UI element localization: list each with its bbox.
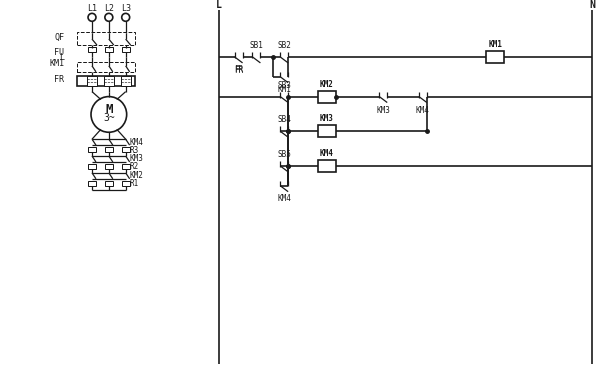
Text: KM4: KM4 — [416, 106, 430, 115]
Text: SB1: SB1 — [249, 41, 264, 50]
Text: KM3: KM3 — [320, 114, 334, 124]
Text: QF: QF — [54, 33, 64, 42]
Text: R2: R2 — [130, 163, 139, 171]
Text: KM3: KM3 — [130, 154, 143, 164]
Text: M: M — [105, 103, 113, 116]
Text: KM1: KM1 — [488, 40, 502, 49]
Bar — [122, 181, 130, 186]
Bar — [318, 160, 336, 172]
Text: L: L — [59, 54, 64, 62]
Text: SB2: SB2 — [278, 41, 291, 50]
Bar — [105, 181, 113, 186]
Bar — [486, 51, 504, 63]
Bar — [105, 47, 113, 52]
Circle shape — [88, 13, 96, 21]
Text: KM3: KM3 — [376, 106, 390, 115]
Bar — [77, 76, 135, 86]
Text: KM1: KM1 — [49, 60, 64, 68]
Bar — [122, 164, 130, 169]
Bar — [318, 125, 336, 137]
Text: L3: L3 — [121, 4, 131, 13]
Text: SB4: SB4 — [278, 115, 291, 124]
Text: N: N — [589, 0, 595, 10]
Bar — [122, 47, 130, 52]
Text: KM4: KM4 — [278, 194, 291, 203]
Bar — [105, 147, 113, 152]
Bar — [104, 76, 114, 86]
Text: KM4: KM4 — [130, 138, 143, 147]
Text: SB5: SB5 — [278, 150, 291, 159]
Text: FR: FR — [54, 75, 64, 84]
Text: FU: FU — [54, 48, 64, 57]
Text: R1: R1 — [130, 179, 139, 188]
Text: L: L — [216, 0, 222, 10]
Bar — [105, 164, 113, 169]
Text: FR: FR — [234, 66, 243, 75]
Bar — [88, 47, 96, 52]
Bar — [87, 76, 97, 86]
Circle shape — [91, 97, 127, 132]
Bar — [318, 91, 336, 103]
Text: 3~: 3~ — [103, 113, 115, 124]
Text: KM2: KM2 — [130, 171, 143, 180]
Text: L1: L1 — [87, 4, 97, 13]
Text: KM2: KM2 — [320, 80, 334, 89]
Text: KM1: KM1 — [278, 85, 291, 94]
Bar — [122, 147, 130, 152]
Bar — [121, 76, 131, 86]
Text: SB3: SB3 — [278, 81, 291, 90]
Bar — [77, 32, 135, 45]
Circle shape — [122, 13, 130, 21]
Text: R3: R3 — [130, 145, 139, 155]
Text: KM4: KM4 — [320, 149, 334, 158]
Text: FR: FR — [234, 65, 243, 74]
Bar — [88, 164, 96, 169]
Text: L2: L2 — [104, 4, 114, 13]
Bar — [88, 147, 96, 152]
Circle shape — [105, 13, 113, 21]
Bar — [77, 62, 135, 72]
Bar — [88, 181, 96, 186]
